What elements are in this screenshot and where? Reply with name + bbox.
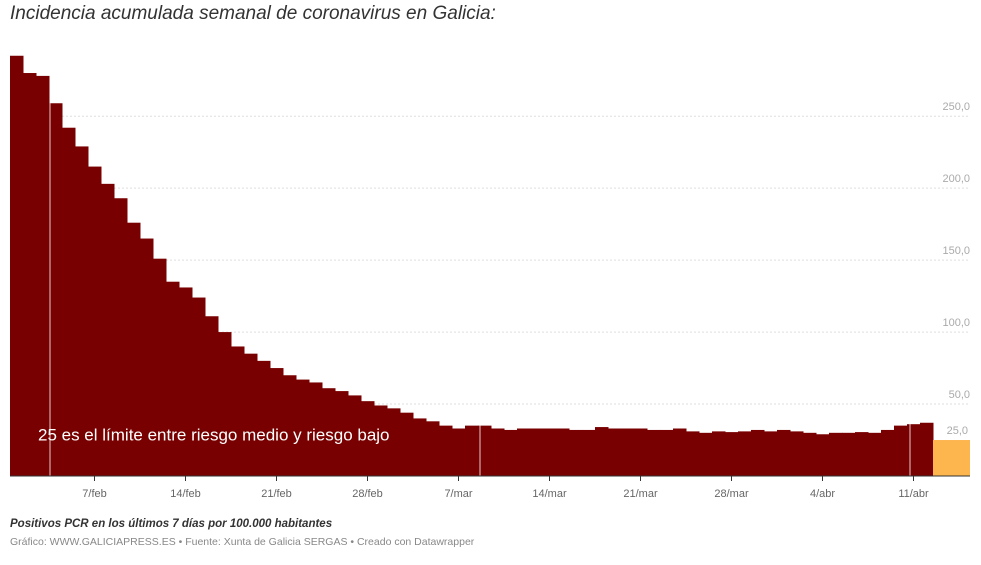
x-tick-label: 7/feb — [82, 488, 106, 500]
bar — [712, 431, 726, 476]
bar — [348, 395, 362, 476]
bar — [439, 425, 453, 476]
bar — [426, 421, 440, 476]
bar — [23, 73, 37, 476]
x-tick-label: 14/mar — [532, 488, 567, 500]
bar — [595, 427, 609, 476]
bar — [881, 429, 895, 476]
bar — [179, 287, 193, 476]
note: Positivos PCR en los últimos 7 días por … — [10, 518, 332, 530]
bar — [88, 166, 102, 476]
bar — [855, 432, 869, 476]
x-tick-label: 21/mar — [623, 488, 658, 500]
bar — [257, 360, 271, 476]
bar — [374, 405, 388, 476]
bar — [413, 418, 427, 476]
x-tick-label: 28/feb — [352, 488, 383, 500]
bar — [101, 183, 115, 476]
bar — [10, 55, 24, 477]
x-tick-label: 21/feb — [261, 488, 292, 500]
bar — [205, 316, 219, 476]
bar — [452, 428, 466, 476]
bar — [829, 432, 843, 476]
y-tick-label: 50,0 — [949, 389, 970, 401]
bar — [166, 281, 180, 476]
y-tick-label: 150,0 — [942, 245, 970, 257]
bar — [842, 432, 856, 476]
bar — [114, 198, 128, 476]
bar — [192, 297, 206, 476]
bar — [777, 429, 791, 476]
bar — [296, 379, 310, 476]
y-tick-label: 200,0 — [942, 173, 970, 185]
x-tick-label: 7/mar — [444, 488, 472, 500]
bar — [699, 432, 713, 476]
bar — [803, 432, 817, 476]
bar — [491, 428, 505, 476]
bar — [231, 346, 245, 476]
bar — [634, 428, 648, 476]
y-tick-label: 100,0 — [942, 317, 970, 329]
bar — [725, 432, 739, 476]
bar — [543, 428, 557, 476]
bar — [751, 429, 765, 476]
annotation: 25 es el límite entre riesgo medio y rie… — [38, 425, 390, 444]
bar — [907, 424, 921, 476]
bar — [504, 429, 518, 476]
bar — [647, 429, 661, 476]
bar — [335, 391, 349, 476]
bar — [621, 428, 635, 476]
bar — [894, 425, 908, 476]
x-tick-label: 14/feb — [170, 488, 201, 500]
bar — [270, 368, 284, 476]
bar — [517, 428, 531, 476]
y-tick-label: 250,0 — [942, 101, 970, 113]
x-tick-label: 28/mar — [714, 488, 749, 500]
bar — [582, 429, 596, 476]
bar — [478, 425, 492, 476]
bar — [556, 428, 570, 476]
x-tick-label: 11/abr — [898, 488, 929, 500]
bar — [75, 146, 89, 477]
bar — [920, 422, 934, 476]
bar — [608, 428, 622, 476]
bar — [868, 432, 882, 476]
bar — [49, 103, 63, 476]
bar — [62, 127, 76, 476]
bar — [153, 258, 167, 476]
bar — [816, 434, 830, 476]
bar — [738, 431, 752, 476]
x-tick-label: 4/abr — [810, 488, 835, 500]
bar — [322, 388, 336, 476]
bar — [127, 222, 141, 476]
source: Gráfico: WWW.GALICIAPRESS.ES • Fuente: X… — [10, 536, 475, 548]
bar — [933, 440, 970, 476]
bar — [790, 431, 804, 476]
bar — [569, 429, 583, 476]
bar — [218, 332, 232, 476]
bar — [764, 431, 778, 476]
bar — [673, 428, 687, 476]
bar — [361, 401, 375, 476]
bar — [140, 238, 154, 476]
bar — [660, 429, 674, 476]
bar — [309, 382, 323, 476]
bar — [387, 408, 401, 476]
value-label: 25,0 — [947, 425, 968, 437]
bar — [686, 431, 700, 476]
chart-title: Incidencia acumulada semanal de coronavi… — [10, 3, 496, 24]
bar — [36, 75, 50, 477]
bar — [530, 428, 544, 476]
bar — [244, 353, 258, 476]
bar — [400, 412, 414, 476]
bar — [283, 375, 297, 476]
bar — [465, 425, 479, 476]
